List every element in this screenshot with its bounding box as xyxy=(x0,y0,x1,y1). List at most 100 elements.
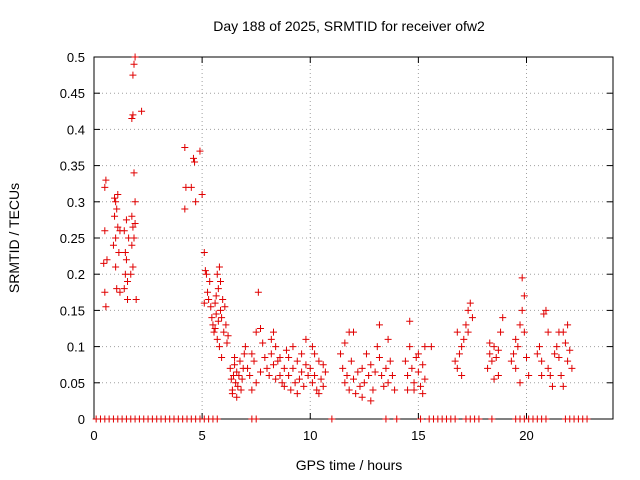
data-point xyxy=(308,379,316,387)
data-point xyxy=(382,364,390,372)
data-point xyxy=(551,350,559,358)
data-point xyxy=(352,390,360,398)
data-point xyxy=(564,357,572,365)
data-point xyxy=(122,216,130,224)
data-point xyxy=(388,372,396,380)
data-point xyxy=(451,415,459,423)
x-axis-label: GPS time / hours xyxy=(296,457,403,473)
x-axis: 0 5 10 15 20 xyxy=(90,57,534,443)
data-point xyxy=(250,357,258,365)
data-point xyxy=(111,194,119,202)
data-point xyxy=(512,364,520,372)
data-point xyxy=(208,314,216,322)
data-point xyxy=(114,223,122,231)
y-tick-label: 0.3 xyxy=(67,195,85,210)
data-point xyxy=(462,321,470,329)
y-axis: 0 0.05 0.1 0.15 0.2 0.25 0.3 0.35 0.4 0.45 0.5 xyxy=(60,50,613,427)
data-point xyxy=(427,343,435,351)
data-point xyxy=(248,386,256,394)
data-point xyxy=(235,372,243,380)
data-point xyxy=(484,364,492,372)
data-point xyxy=(291,379,299,387)
data-point xyxy=(538,357,546,365)
data-point xyxy=(200,299,208,307)
data-point xyxy=(131,198,139,206)
data-point xyxy=(375,353,383,361)
data-point xyxy=(371,368,379,376)
y-tick-label: 0.4 xyxy=(67,122,85,137)
data-point xyxy=(237,386,245,394)
data-point xyxy=(112,234,120,242)
data-point xyxy=(555,328,563,336)
data-point xyxy=(343,372,351,380)
data-point xyxy=(187,183,195,191)
y-tick-label: 0.5 xyxy=(67,50,85,65)
data-point xyxy=(458,372,466,380)
data-point xyxy=(358,364,366,372)
data-point xyxy=(417,415,425,423)
data-point xyxy=(191,158,199,166)
data-point xyxy=(544,328,552,336)
data-point xyxy=(231,353,239,361)
data-point xyxy=(339,364,347,372)
data-point xyxy=(386,357,394,365)
data-point xyxy=(347,357,355,365)
data-point xyxy=(412,353,420,361)
data-point xyxy=(218,353,226,361)
y-tick-label: 0 xyxy=(78,412,85,427)
data-point xyxy=(213,270,221,278)
data-point xyxy=(280,382,288,390)
data-point xyxy=(468,314,476,322)
data-point xyxy=(419,390,427,398)
data-point xyxy=(460,335,468,343)
data-point xyxy=(518,274,526,282)
data-point xyxy=(130,169,138,177)
data-point xyxy=(128,212,136,220)
data-point xyxy=(295,375,303,383)
data-point xyxy=(464,306,472,314)
data-point xyxy=(103,256,111,264)
data-point xyxy=(101,288,109,296)
data-point xyxy=(257,325,265,332)
data-point xyxy=(102,176,110,184)
data-point xyxy=(252,415,260,423)
data-point xyxy=(378,372,386,380)
data-point xyxy=(276,353,284,361)
data-point xyxy=(540,310,548,318)
data-point xyxy=(494,346,502,354)
data-point xyxy=(233,368,241,376)
data-point xyxy=(241,343,249,351)
y-tick-label: 0.45 xyxy=(60,86,85,101)
data-point xyxy=(365,372,373,380)
data-point xyxy=(113,285,121,293)
data-point xyxy=(393,415,401,423)
data-point xyxy=(214,285,222,293)
data-point xyxy=(553,343,561,351)
data-point xyxy=(384,379,392,387)
data-point xyxy=(257,368,265,376)
data-point xyxy=(269,361,277,369)
data-point xyxy=(226,364,234,372)
data-point xyxy=(209,321,217,329)
data-point xyxy=(192,198,200,206)
data-point xyxy=(267,335,275,343)
data-point xyxy=(533,350,541,358)
data-point xyxy=(252,328,260,336)
data-point xyxy=(302,335,310,343)
data-point xyxy=(215,343,223,351)
data-point xyxy=(302,361,310,369)
data-point xyxy=(362,350,370,358)
data-point xyxy=(263,364,271,372)
plot-frame xyxy=(93,56,614,420)
data-point xyxy=(231,361,239,369)
data-point xyxy=(128,115,136,123)
data-point xyxy=(512,335,520,343)
data-point xyxy=(120,227,128,235)
data-point xyxy=(128,241,136,249)
data-point xyxy=(350,375,357,383)
data-point xyxy=(236,357,244,365)
data-point xyxy=(535,343,543,351)
data-point xyxy=(220,328,228,336)
data-point xyxy=(369,386,377,394)
